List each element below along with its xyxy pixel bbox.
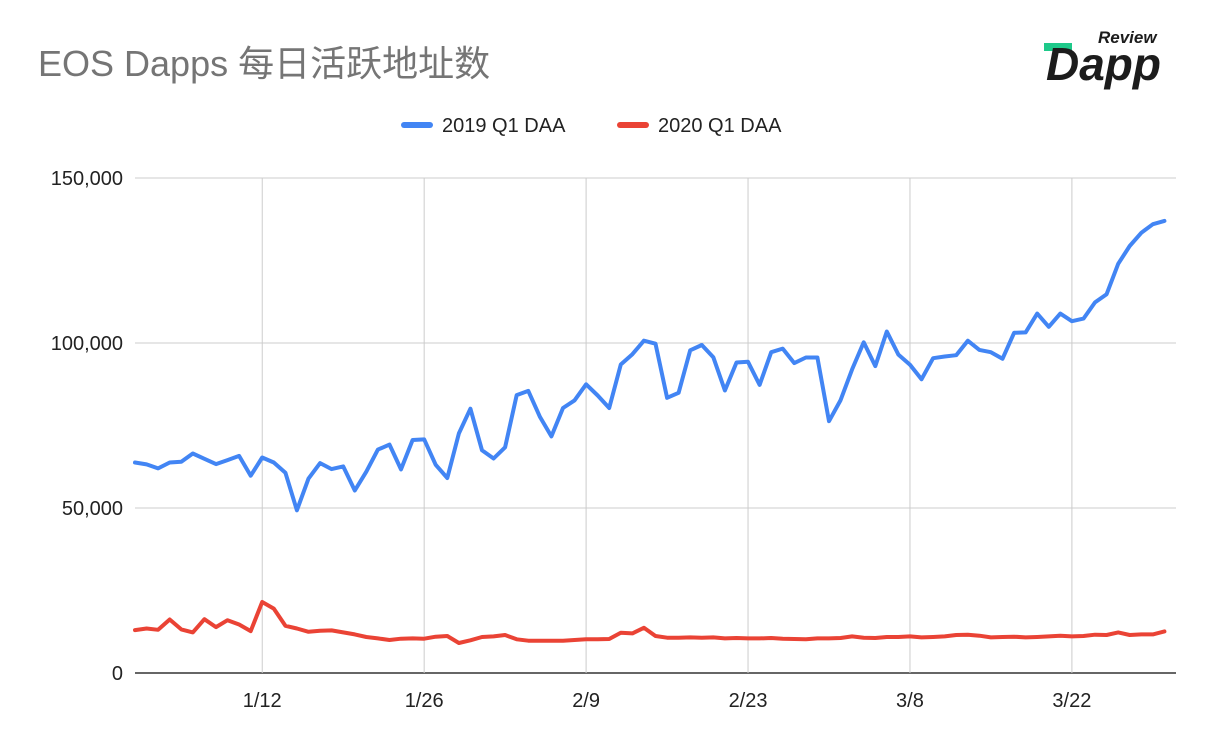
x-tick-label: 2/9: [572, 690, 600, 712]
legend-label: 2019 Q1 DAA: [442, 115, 566, 137]
x-tick-label: 1/12: [243, 690, 282, 712]
gridlines: [135, 177, 1176, 674]
x-tick-label: 3/8: [896, 690, 924, 712]
y-tick-label: 50,000: [62, 498, 123, 520]
y-tick-label: 150,000: [51, 168, 123, 190]
logo-accent-bar: [1044, 43, 1072, 51]
series-layer: [133, 218, 1167, 645]
legend-label: 2020 Q1 DAA: [658, 115, 782, 137]
logo-dapp-text: Dapp: [1046, 38, 1161, 90]
x-tick-label: 2/23: [729, 690, 768, 712]
chart-title: EOS Dapps 每日活跃地址数: [38, 43, 490, 84]
series-line-2020: [133, 600, 1167, 645]
y-tick-label: 100,000: [51, 333, 123, 355]
y-axis: 0 50,000 100,000 150,000: [51, 168, 123, 685]
legend: 2019 Q1 DAA 2020 Q1 DAA: [401, 115, 782, 137]
dapp-review-logo: Review Dapp: [1044, 28, 1161, 90]
y-tick-label: 0: [112, 663, 123, 685]
x-tick-label: 1/26: [405, 690, 444, 712]
x-axis: 1/12 1/26 2/9 2/23 3/8 3/22: [243, 690, 1092, 712]
series-line-2019: [133, 218, 1167, 513]
logo-review-text: Review: [1098, 28, 1158, 47]
x-tick-label: 3/22: [1052, 690, 1091, 712]
